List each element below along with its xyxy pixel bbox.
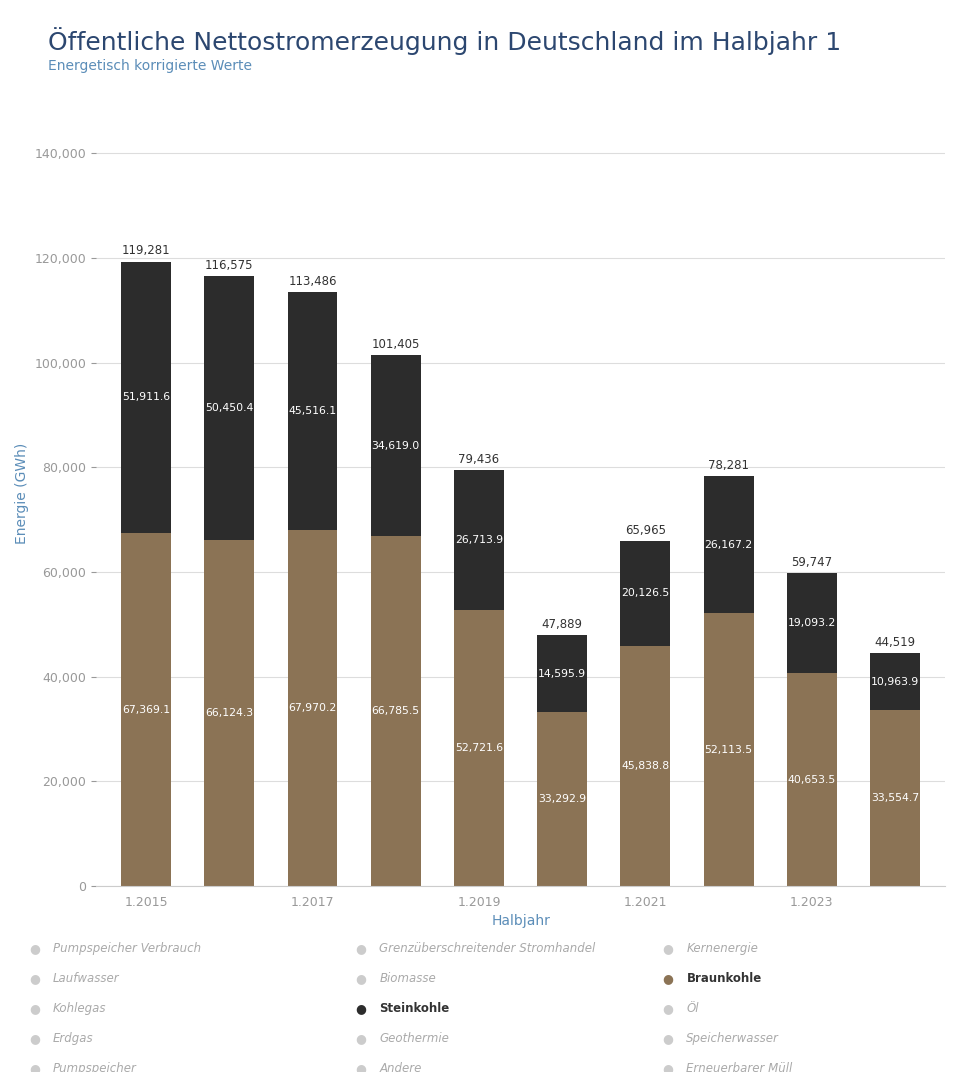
Text: Braunkohle: Braunkohle xyxy=(686,972,761,985)
Text: 116,575: 116,575 xyxy=(205,258,253,271)
Bar xyxy=(620,646,670,887)
Text: Erneuerbarer Müll: Erneuerbarer Müll xyxy=(686,1062,793,1072)
Text: ●: ● xyxy=(29,1062,39,1072)
Bar xyxy=(288,292,338,531)
Text: 45,838.8: 45,838.8 xyxy=(621,761,669,771)
Text: Erdgas: Erdgas xyxy=(53,1032,93,1045)
Text: 113,486: 113,486 xyxy=(288,274,337,287)
Text: 45,516.1: 45,516.1 xyxy=(288,406,337,416)
Bar xyxy=(620,540,670,646)
Bar xyxy=(704,476,754,613)
Bar xyxy=(204,276,254,540)
Bar xyxy=(454,471,504,610)
Text: Pumpspeicher: Pumpspeicher xyxy=(53,1062,136,1072)
Text: ●: ● xyxy=(355,942,366,955)
X-axis label: Halbjahr: Halbjahr xyxy=(492,914,550,928)
Text: ●: ● xyxy=(355,1062,366,1072)
Text: Kernenergie: Kernenergie xyxy=(686,942,758,955)
Text: 14,595.9: 14,595.9 xyxy=(539,669,587,679)
Text: 65,965: 65,965 xyxy=(625,523,666,536)
Text: Öl: Öl xyxy=(686,1002,699,1015)
Text: ●: ● xyxy=(29,1002,39,1015)
Bar xyxy=(704,613,754,887)
Text: Steinkohle: Steinkohle xyxy=(379,1002,449,1015)
Text: 66,785.5: 66,785.5 xyxy=(372,706,420,716)
Text: 50,450.4: 50,450.4 xyxy=(205,403,253,413)
Bar xyxy=(538,712,588,887)
Text: 119,281: 119,281 xyxy=(122,244,170,257)
Text: ●: ● xyxy=(29,972,39,985)
Text: ●: ● xyxy=(662,1062,673,1072)
Text: ●: ● xyxy=(662,972,673,985)
Text: 33,554.7: 33,554.7 xyxy=(871,793,919,803)
Text: 20,126.5: 20,126.5 xyxy=(621,589,669,598)
Text: 101,405: 101,405 xyxy=(372,338,420,351)
Text: ●: ● xyxy=(662,942,673,955)
Bar xyxy=(454,610,504,887)
Text: 52,721.6: 52,721.6 xyxy=(455,743,503,753)
Text: Grenzüberschreitender Stromhandel: Grenzüberschreitender Stromhandel xyxy=(379,942,595,955)
Bar xyxy=(371,355,420,536)
Text: 79,436: 79,436 xyxy=(459,453,499,466)
Text: 67,369.1: 67,369.1 xyxy=(122,704,170,715)
Text: 34,619.0: 34,619.0 xyxy=(372,441,420,451)
Text: Pumpspeicher Verbrauch: Pumpspeicher Verbrauch xyxy=(53,942,201,955)
Text: 19,093.2: 19,093.2 xyxy=(788,619,836,628)
Text: 52,113.5: 52,113.5 xyxy=(705,745,753,755)
Text: 66,124.3: 66,124.3 xyxy=(205,708,253,718)
Text: 59,747: 59,747 xyxy=(791,556,832,569)
Bar xyxy=(121,262,171,534)
Text: 44,519: 44,519 xyxy=(875,636,916,649)
Y-axis label: Energie (GWh): Energie (GWh) xyxy=(15,443,29,545)
Text: 26,713.9: 26,713.9 xyxy=(455,535,503,546)
Text: 78,281: 78,281 xyxy=(708,459,749,472)
Text: ●: ● xyxy=(29,1032,39,1045)
Text: ●: ● xyxy=(355,1032,366,1045)
Text: 67,970.2: 67,970.2 xyxy=(288,703,337,713)
Bar xyxy=(787,574,837,673)
Text: Geothermie: Geothermie xyxy=(379,1032,449,1045)
Text: 40,653.5: 40,653.5 xyxy=(788,775,836,785)
Bar xyxy=(371,536,420,887)
Text: ●: ● xyxy=(662,1002,673,1015)
Text: ●: ● xyxy=(355,972,366,985)
Text: Öffentliche Nettostromerzeugung in Deutschland im Halbjahr 1: Öffentliche Nettostromerzeugung in Deuts… xyxy=(48,27,841,55)
Bar xyxy=(787,673,837,887)
Text: Andere: Andere xyxy=(379,1062,421,1072)
Text: Energetisch korrigierte Werte: Energetisch korrigierte Werte xyxy=(48,59,252,73)
Text: Kohlegas: Kohlegas xyxy=(53,1002,107,1015)
Text: ●: ● xyxy=(29,942,39,955)
Bar xyxy=(870,653,920,711)
Text: Laufwasser: Laufwasser xyxy=(53,972,119,985)
Text: 33,292.9: 33,292.9 xyxy=(539,794,587,804)
Bar xyxy=(288,531,338,887)
Text: 47,889: 47,889 xyxy=(541,619,583,631)
Text: 10,963.9: 10,963.9 xyxy=(871,676,919,687)
Text: ●: ● xyxy=(355,1002,366,1015)
Text: 51,911.6: 51,911.6 xyxy=(122,392,170,402)
Text: ●: ● xyxy=(662,1032,673,1045)
Bar xyxy=(870,711,920,887)
Bar xyxy=(204,540,254,887)
Bar xyxy=(121,534,171,887)
Text: 26,167.2: 26,167.2 xyxy=(705,539,753,550)
Text: Speicherwasser: Speicherwasser xyxy=(686,1032,780,1045)
Bar xyxy=(538,636,588,712)
Text: Biomasse: Biomasse xyxy=(379,972,436,985)
